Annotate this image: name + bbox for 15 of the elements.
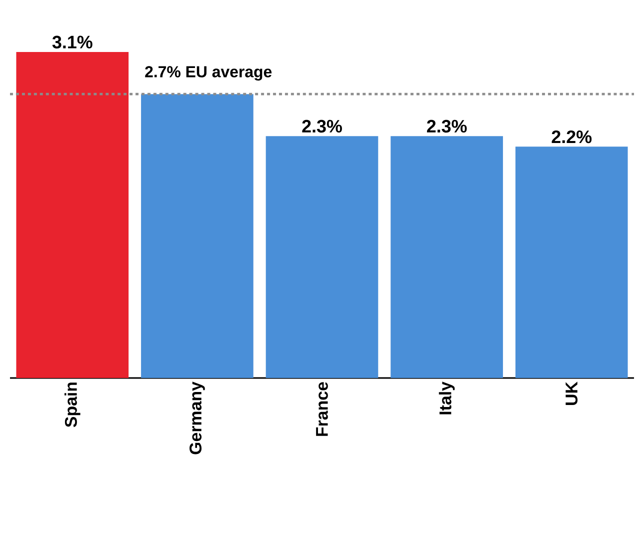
- bar: [141, 94, 254, 378]
- data-label: 2.3%: [426, 120, 467, 133]
- bar: [515, 146, 628, 378]
- ref-line-label: 2.7% EU average: [145, 66, 272, 81]
- bar: [390, 136, 503, 378]
- data-label: 3.1%: [52, 36, 92, 48]
- x-tick-label: Germany: [190, 382, 205, 454]
- data-label: 2.2%: [552, 130, 592, 144]
- x-tick-label: Italy: [438, 382, 455, 414]
- x-tick-label: UK: [566, 382, 578, 405]
- data-label: 2.3%: [302, 120, 342, 133]
- x-tick-label: Spain: [64, 382, 80, 428]
- x-tick-label: France: [316, 382, 328, 436]
- bar: [266, 136, 378, 378]
- bar: [16, 52, 129, 378]
